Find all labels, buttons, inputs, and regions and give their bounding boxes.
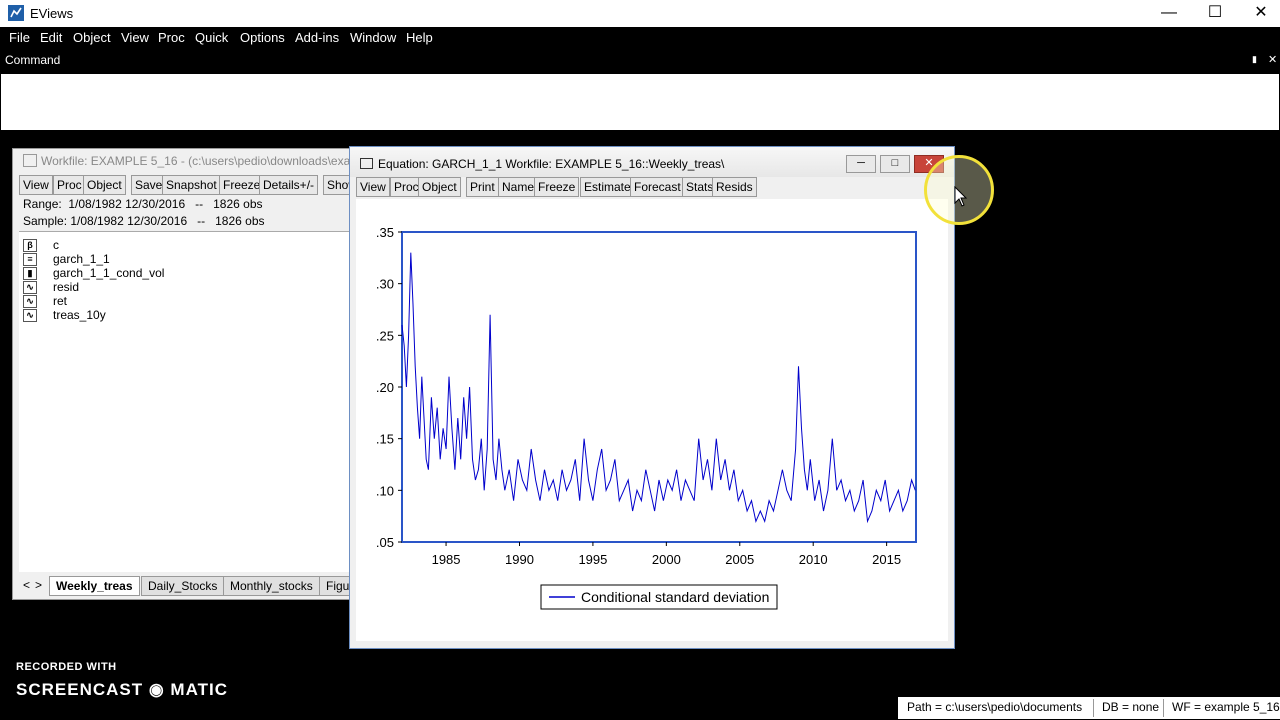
equation-icon: ≡ bbox=[23, 253, 37, 266]
graph-area: .35 .30 .25 .20 .15 .10 .05 1985 1990 1995 2000 200… bbox=[356, 199, 948, 641]
sample-text: Sample: 1/08/1982 12/30/2016 -- 1826 obs bbox=[23, 214, 265, 228]
menu-proc[interactable]: Proc bbox=[158, 30, 185, 45]
equation-title-bar: Equation: GARCH_1_1 Workfile: EXAMPLE 5_… bbox=[350, 147, 954, 177]
eq-print-button[interactable]: Print bbox=[466, 177, 499, 197]
series-icon: ∿ bbox=[23, 281, 37, 294]
y-tick-label: .25 bbox=[376, 328, 394, 343]
eq-minimize-button[interactable]: ─ bbox=[846, 155, 876, 173]
eq-maximize-button[interactable]: □ bbox=[880, 155, 910, 173]
wf-snapshot-button[interactable]: Snapshot bbox=[162, 175, 221, 195]
tab-monthly-stocks[interactable]: Monthly_stocks bbox=[223, 576, 320, 596]
workfile-object-list: β c ≡ garch_1_1 ▮ garch_1_1_cond_vol ∿ r… bbox=[19, 231, 353, 572]
equation-window: Equation: GARCH_1_1 Workfile: EXAMPLE 5_… bbox=[349, 146, 955, 649]
status-path: Path = c:\users\pedio\documents bbox=[907, 700, 1083, 714]
coefficient-icon: β bbox=[23, 239, 37, 252]
workfile-icon bbox=[23, 154, 37, 167]
workfile-window: Workfile: EXAMPLE 5_16 - (c:\users\pedio… bbox=[12, 148, 362, 600]
eviews-logo-icon bbox=[8, 5, 24, 21]
tab-prev-button[interactable]: < bbox=[23, 578, 31, 592]
wf-freeze-button[interactable]: Freeze bbox=[219, 175, 265, 195]
status-wf: WF = example 5_16 bbox=[1172, 700, 1280, 714]
workfile-title: Workfile: EXAMPLE 5_16 - (c:\users\pedio… bbox=[41, 154, 361, 168]
tab-daily-stocks[interactable]: Daily_Stocks bbox=[141, 576, 225, 596]
menu-view[interactable]: View bbox=[121, 30, 149, 45]
command-label: Command bbox=[5, 53, 61, 67]
eq-forecast-button[interactable]: Forecast bbox=[630, 177, 685, 197]
eq-view-button[interactable]: View bbox=[356, 177, 390, 197]
equation-toolbar: View Proc Object Print Name Freeze Estim… bbox=[356, 177, 948, 199]
pin-icon[interactable]: ▮ bbox=[1252, 54, 1257, 64]
eq-stats-button[interactable]: Stats bbox=[682, 177, 718, 197]
eq-estimate-button[interactable]: Estimate bbox=[580, 177, 635, 197]
x-tick-label: 1995 bbox=[578, 552, 607, 567]
wf-proc-button[interactable]: Proc bbox=[53, 175, 86, 195]
cursor-highlight bbox=[924, 155, 994, 225]
mouse-pointer-icon bbox=[954, 185, 968, 211]
x-tick-label: 2010 bbox=[799, 552, 828, 567]
y-tick-label: .05 bbox=[376, 535, 394, 550]
workfile-tabs: < > Weekly_treas Daily_Stocks Monthly_st… bbox=[19, 575, 357, 596]
bar-icon: ▮ bbox=[23, 267, 37, 280]
volatility-chart: .35 .30 .25 .20 .15 .10 .05 1985 1990 1995 2000 200… bbox=[376, 225, 917, 610]
series-icon: ∿ bbox=[23, 295, 37, 308]
wf-save-button[interactable]: Save bbox=[131, 175, 167, 195]
y-tick-label: .15 bbox=[376, 432, 394, 447]
status-db: DB = none bbox=[1102, 700, 1160, 714]
menu-help[interactable]: Help bbox=[406, 30, 433, 45]
menu-file[interactable]: File bbox=[9, 30, 30, 45]
status-bar: Path = c:\users\pedio\documents DB = non… bbox=[898, 697, 1280, 719]
menu-bar: File Edit Object View Proc Quick Options… bbox=[0, 27, 1280, 49]
y-tick-label: .10 bbox=[376, 483, 394, 498]
legend-label: Conditional standard deviation bbox=[581, 589, 769, 605]
tab-figures[interactable]: Figu bbox=[319, 576, 357, 596]
y-tick-label: .35 bbox=[376, 225, 394, 240]
x-tick-label: 1985 bbox=[432, 552, 461, 567]
eq-name-button[interactable]: Name bbox=[498, 177, 539, 197]
eq-object-button[interactable]: Object bbox=[418, 177, 461, 197]
tab-weekly-treas[interactable]: Weekly_treas bbox=[49, 576, 140, 596]
eq-resids-button[interactable]: Resids bbox=[712, 177, 757, 197]
wf-object-button[interactable]: Object bbox=[83, 175, 126, 195]
x-tick-label: 1990 bbox=[505, 552, 534, 567]
status-divider bbox=[1093, 699, 1094, 717]
watermark-brand: SCREENCAST ◉ MATIC bbox=[16, 680, 228, 699]
maximize-button[interactable]: ☐ bbox=[1207, 4, 1223, 21]
y-tick-label: .20 bbox=[376, 380, 394, 395]
menu-options[interactable]: Options bbox=[240, 30, 285, 45]
x-tick-label: 2005 bbox=[725, 552, 754, 567]
menu-edit[interactable]: Edit bbox=[40, 30, 63, 45]
minimize-button[interactable]: — bbox=[1161, 4, 1177, 21]
x-tick-label: 2000 bbox=[652, 552, 681, 567]
y-tick-label: .30 bbox=[376, 277, 394, 292]
command-close-button[interactable]: ✕ bbox=[1268, 54, 1278, 66]
tab-next-button[interactable]: > bbox=[35, 578, 43, 592]
command-header: Command ▮ ✕ bbox=[0, 52, 1280, 70]
status-divider bbox=[1163, 699, 1164, 717]
menu-object[interactable]: Object bbox=[73, 30, 111, 45]
equation-title: Equation: GARCH_1_1 Workfile: EXAMPLE 5_… bbox=[378, 157, 725, 171]
x-tick-label: 2015 bbox=[872, 552, 901, 567]
close-button[interactable]: ✕ bbox=[1254, 4, 1268, 21]
watermark-recorded: RECORDED WITH bbox=[16, 661, 117, 673]
app-title: EViews bbox=[30, 6, 74, 21]
wf-view-button[interactable]: View bbox=[19, 175, 53, 195]
range-text: Range: 1/08/1982 12/30/2016 -- 1826 obs bbox=[23, 197, 263, 211]
series-icon: ∿ bbox=[23, 309, 37, 322]
series-line bbox=[401, 252, 916, 524]
menu-quick[interactable]: Quick bbox=[195, 30, 229, 45]
plot-frame bbox=[401, 231, 917, 543]
menu-window[interactable]: Window bbox=[350, 30, 397, 45]
legend-box bbox=[540, 584, 778, 610]
equation-icon bbox=[360, 158, 373, 169]
wf-details-button[interactable]: Details+/- bbox=[259, 175, 319, 195]
command-input[interactable] bbox=[1, 74, 1279, 130]
eq-freeze-button[interactable]: Freeze bbox=[534, 177, 580, 197]
menu-add-ins[interactable]: Add-ins bbox=[295, 30, 340, 45]
app-title-bar: EViews — ☐ ✕ bbox=[0, 0, 1280, 27]
